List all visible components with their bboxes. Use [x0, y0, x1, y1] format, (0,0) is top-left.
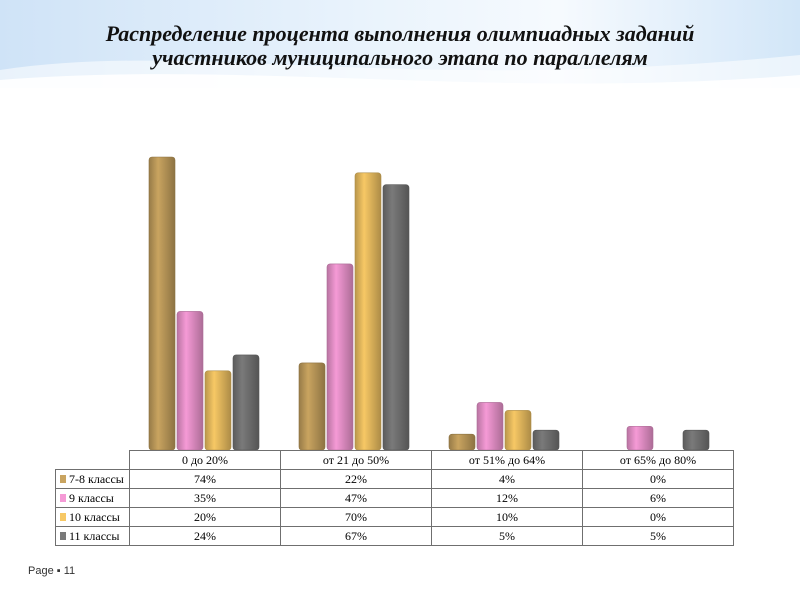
bar-4-2 [382, 184, 410, 451]
footer-separator: ▪ [56, 565, 61, 577]
page-number: 11 [63, 565, 76, 577]
data-label: 70% [280, 507, 432, 527]
data-label: 12% [431, 488, 583, 508]
table-row: 9 классы 35% 47% 12% 6% [55, 488, 734, 508]
data-table: 0 до 20% от 21 до 50% от 51% до 64% от 6… [55, 450, 734, 546]
series-name: 9 классы [69, 491, 114, 505]
page-footer: Page ▪ 11 [28, 565, 75, 577]
slide-title-line-2: участников муниципального этапа по парал… [152, 45, 648, 70]
table-corner [55, 450, 130, 470]
bar-4-4 [682, 429, 710, 451]
legend-swatch [60, 532, 66, 541]
bar-2-3 [476, 402, 504, 451]
table-header-row: 0 до 20% от 21 до 50% от 51% до 64% от 6… [55, 450, 734, 470]
data-label: 5% [431, 526, 583, 546]
footer-label: Page [28, 565, 54, 577]
data-label: 67% [280, 526, 432, 546]
bar-1-2 [298, 362, 326, 451]
legend-swatch [60, 475, 66, 484]
table-row: 7-8 классы 74% 22% 4% 0% [55, 469, 734, 489]
series-name: 11 классы [69, 529, 120, 543]
bar-4-3 [532, 429, 560, 451]
data-label: 10% [431, 507, 583, 527]
data-label: 5% [582, 526, 734, 546]
table-row: 11 классы 24% 67% 5% 5% [55, 526, 734, 546]
bar-2-1 [176, 311, 204, 451]
legend-entry: 11 классы [55, 526, 130, 546]
series-name: 10 классы [69, 510, 120, 524]
category-label: от 65% до 80% [582, 450, 734, 470]
table-row: 10 классы 20% 70% 10% 0% [55, 507, 734, 527]
series-name: 7-8 классы [69, 472, 124, 486]
legend-swatch [60, 513, 66, 522]
category-label: от 21 до 50% [280, 450, 432, 470]
bar-1-3 [448, 433, 476, 451]
category-label: от 51% до 64% [431, 450, 583, 470]
legend-entry: 7-8 классы [55, 469, 130, 489]
data-label: 22% [280, 469, 432, 489]
slide-title-line-1: Распределение процента выполнения олимпи… [105, 21, 695, 46]
header-wave-decoration [0, 55, 800, 88]
category-label: 0 до 20% [129, 450, 281, 470]
data-label: 35% [129, 488, 281, 508]
bar-2-2 [326, 263, 354, 451]
data-label: 74% [129, 469, 281, 489]
data-label: 47% [280, 488, 432, 508]
legend-swatch [60, 494, 66, 503]
data-label: 20% [129, 507, 281, 527]
data-label: 6% [582, 488, 734, 508]
data-label: 0% [582, 469, 734, 489]
bar-3-2 [354, 172, 382, 451]
data-label: 24% [129, 526, 281, 546]
legend-entry: 9 классы [55, 488, 130, 508]
bar-2-4 [626, 425, 654, 451]
bar-4-1 [232, 354, 260, 451]
bar-3-1 [204, 370, 232, 451]
legend-entry: 10 классы [55, 507, 130, 527]
data-label: 4% [431, 469, 583, 489]
bar-3-3 [504, 410, 532, 451]
data-label: 0% [582, 507, 734, 527]
slide-title: Распределение процента выполнения олимпи… [40, 22, 760, 70]
bar-1-1 [148, 156, 176, 451]
